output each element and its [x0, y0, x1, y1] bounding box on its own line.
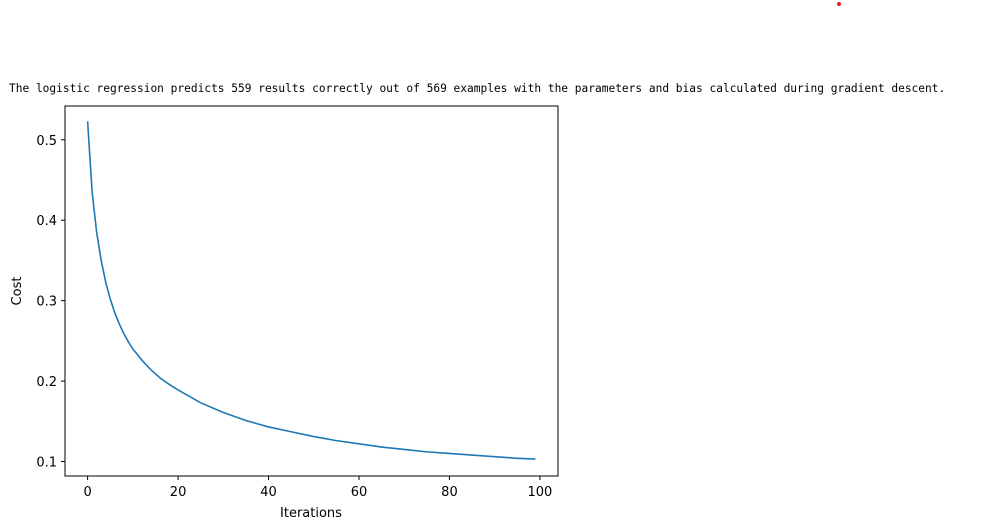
x-tick-label: 60 [351, 485, 368, 500]
x-tick-label: 40 [260, 485, 277, 500]
plot-frame [64, 105, 559, 477]
y-tick-label: 0.5 [36, 134, 57, 149]
y-tick-label: 0.4 [36, 214, 57, 229]
x-axis-label: Iterations [280, 506, 342, 521]
x-tick-label: 20 [170, 485, 187, 500]
x-tick-label: 0 [83, 485, 91, 500]
y-tick-label: 0.1 [36, 456, 57, 471]
red-marker-dot [837, 2, 841, 6]
cost-series-line [86, 121, 536, 460]
x-tick-label: 80 [441, 485, 458, 500]
x-tick-label: 100 [527, 485, 552, 500]
y-axis-label: Cost [10, 277, 25, 306]
cell-output-text: The logistic regression predicts 559 res… [9, 82, 946, 95]
ticks-layer: 0 20 40 60 80 100 0.1 0.2 0.3 0.4 0.5 [36, 134, 552, 500]
y-tick-label: 0.2 [36, 375, 57, 390]
y-tick-label: 0.3 [36, 295, 57, 310]
